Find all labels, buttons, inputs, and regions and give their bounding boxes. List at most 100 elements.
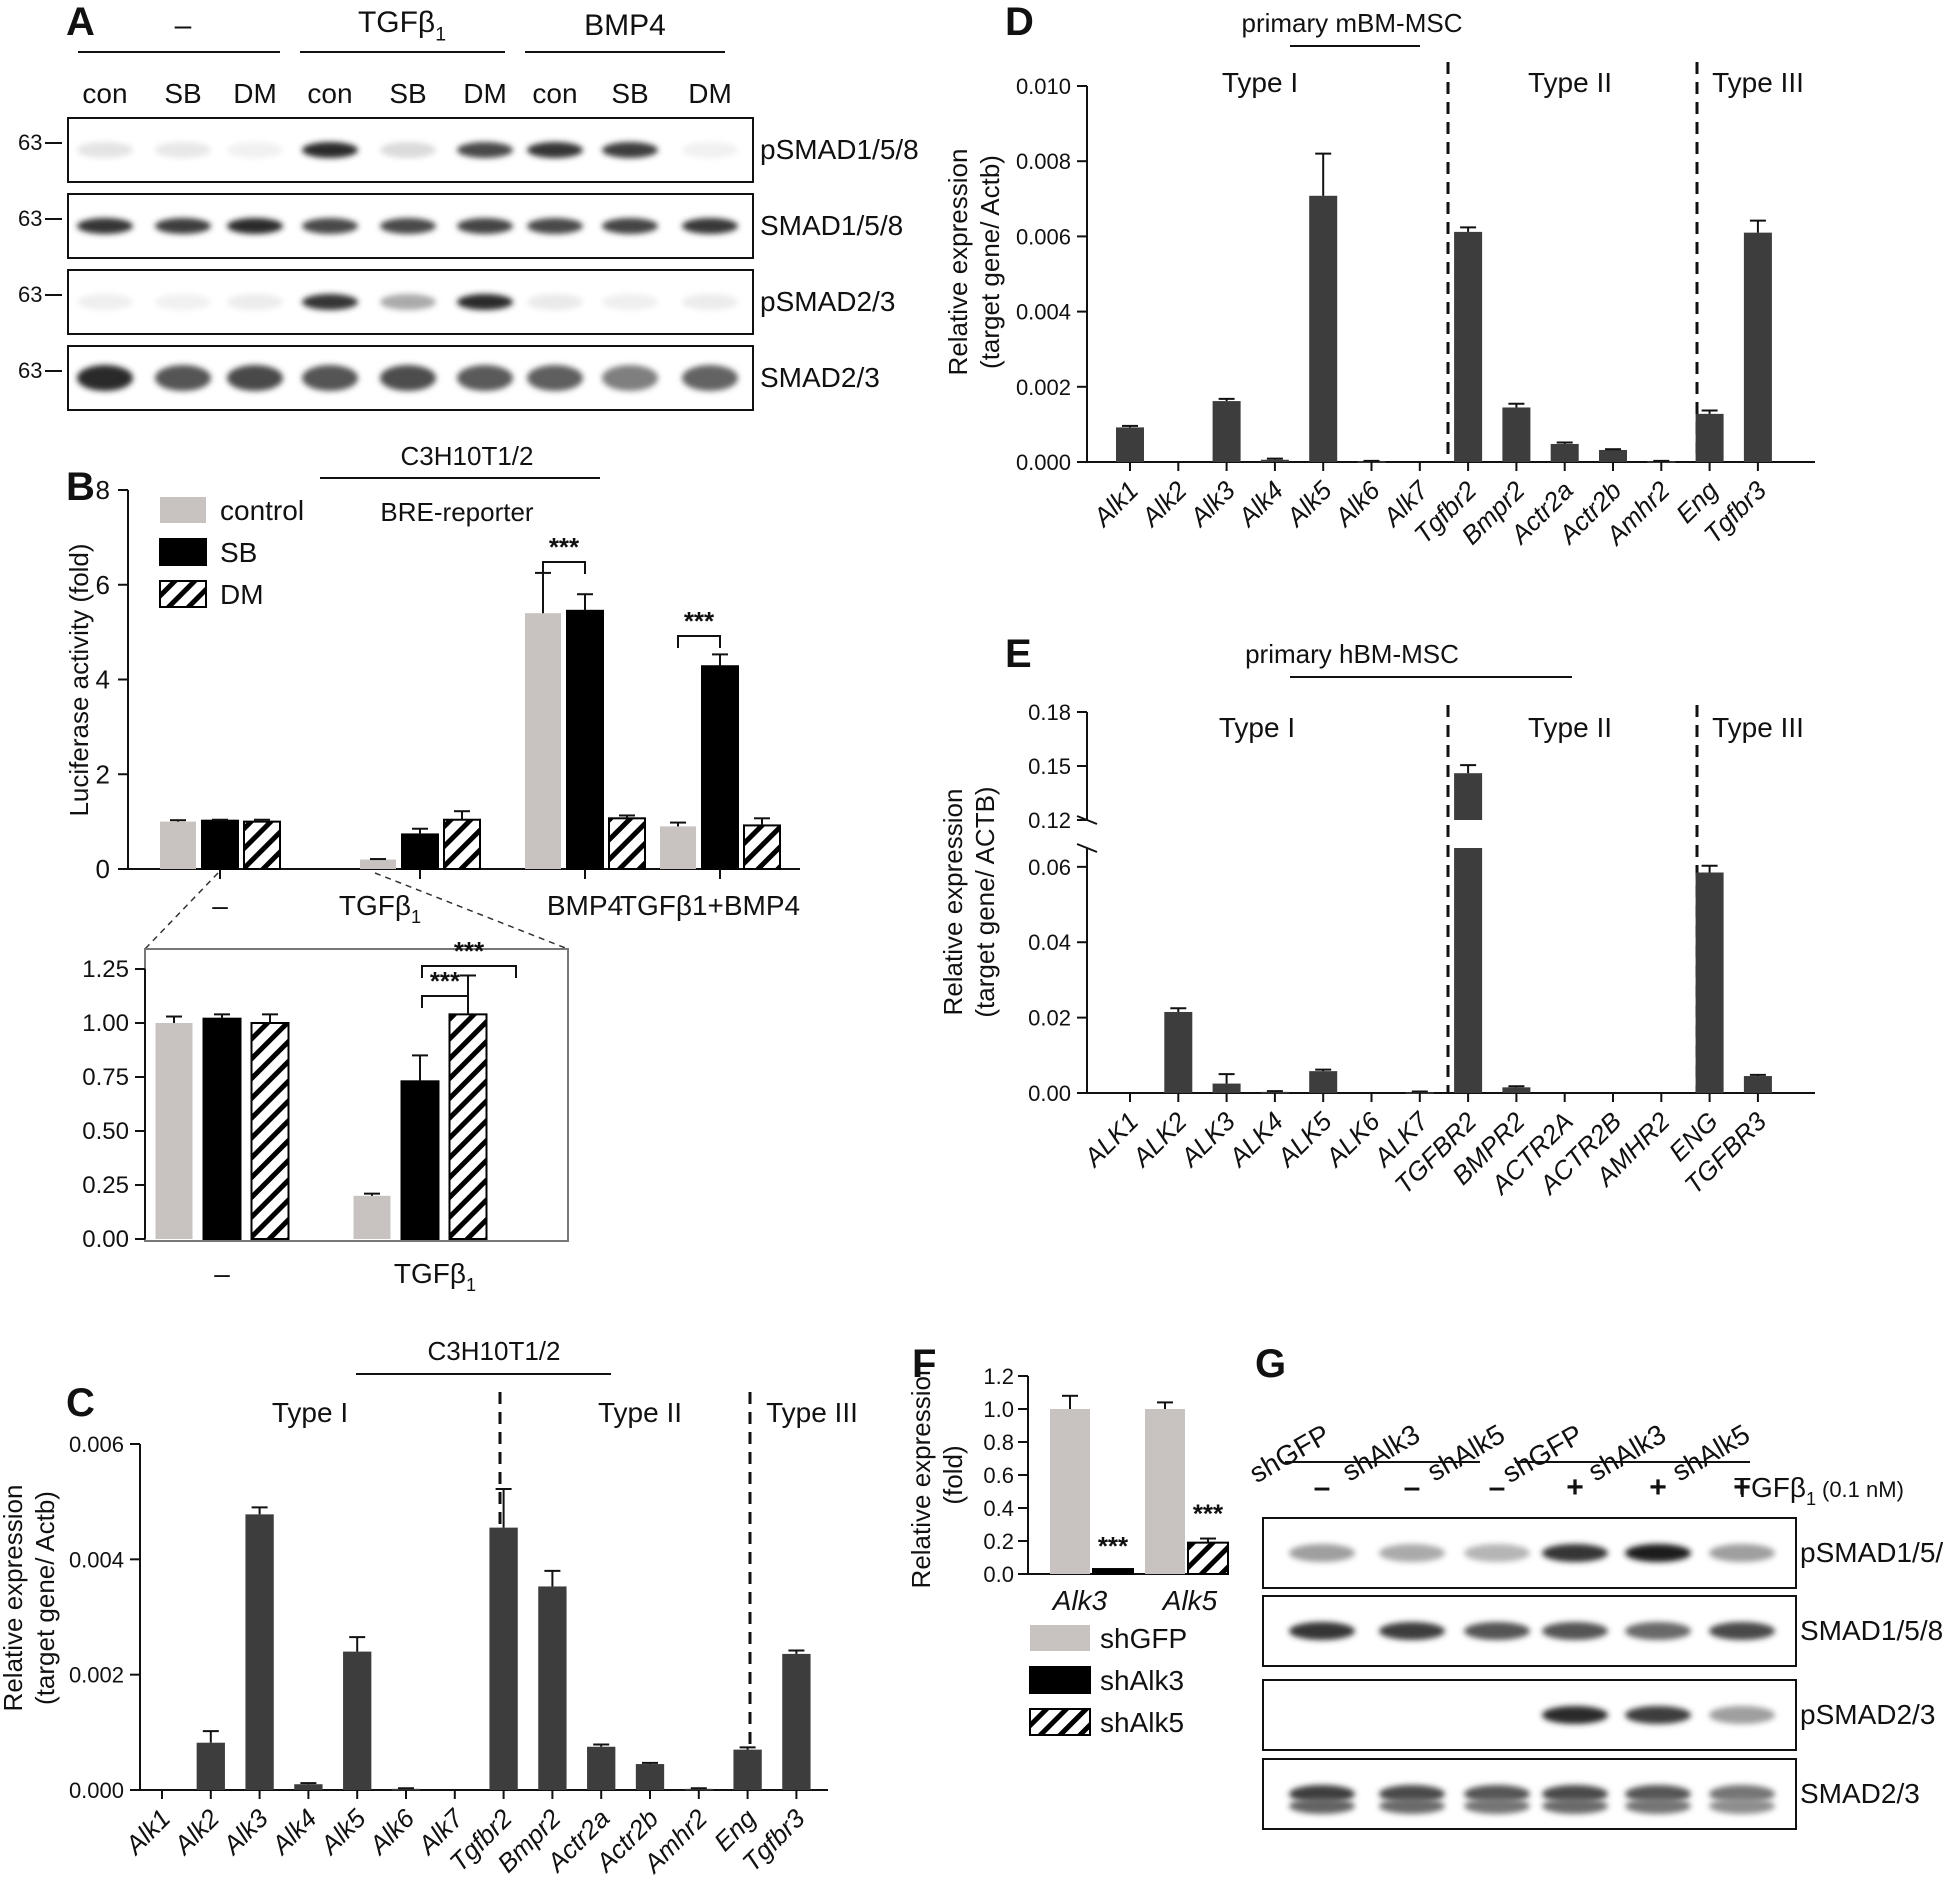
y-tick-label: 0.000 (69, 1778, 124, 1803)
y-tick-label: 8 (96, 475, 110, 505)
bar (294, 1784, 323, 1790)
blot-a-3-band (682, 365, 738, 391)
blot-label: SMAD2/3 (760, 362, 880, 393)
sig-label: *** (1193, 1499, 1224, 1529)
bar (743, 824, 781, 870)
lane-label: SB (611, 78, 648, 109)
bar (360, 859, 396, 869)
x-tick-label: ALK6 (1318, 1106, 1386, 1174)
type-label: Type I (272, 1397, 348, 1428)
y-tick-label: 0.002 (1016, 375, 1071, 400)
bar (489, 1527, 518, 1790)
y-tick-label: 0.008 (1016, 149, 1071, 174)
blot-g-1-band (1542, 1622, 1608, 1640)
lane-label: con (82, 78, 127, 109)
blot-g-1-band (1379, 1622, 1445, 1640)
bar (1212, 401, 1241, 462)
y-tick-label: 0.006 (1016, 224, 1071, 249)
bar (1309, 1071, 1338, 1093)
x-tick-label: Alk5 (313, 1803, 372, 1862)
sig-bmp4-bracket (542, 561, 586, 574)
y-tick-label: 1.0 (983, 1397, 1014, 1422)
x-tick-label: Alk4 (264, 1803, 322, 1861)
x-tick-label: BMP4 (547, 890, 623, 921)
bar (1454, 848, 1483, 1093)
blot-a-3-band (77, 365, 133, 391)
treatment-sign: – (1489, 1471, 1506, 1504)
bar (1695, 872, 1724, 1093)
sig-inset-a-bracket (421, 995, 469, 1008)
blot-a-2-band (457, 294, 513, 310)
legend-label: control (220, 495, 304, 526)
panel-e: E 0.00 0.02 0.04 0.06 0.12 0.15 0.18 Relative e… (938, 632, 1815, 1201)
panel-b-header: BRE-reporter (380, 497, 533, 527)
blot-a-3-band (380, 365, 436, 391)
blot-g-doublet-band (1625, 1798, 1691, 1814)
x-tick-label: Alk6 (362, 1803, 421, 1862)
bar (1743, 1076, 1772, 1093)
bar (608, 817, 646, 871)
sig-combo-label: *** (684, 606, 715, 636)
panel-b-header: C3H10T1/2 (401, 441, 534, 471)
bar (245, 1514, 274, 1790)
y-axis-title: (target gene/ Actb) (975, 155, 1005, 369)
bar (660, 826, 696, 869)
x-tick-label: – (214, 1258, 230, 1289)
bar (1309, 195, 1338, 463)
blot-label: pSMAD1/5/8 (1800, 1537, 1944, 1568)
blot-g-3-band (1542, 1785, 1608, 1803)
sig-inset-b-label: *** (454, 936, 485, 966)
bar (448, 1013, 488, 1240)
bar (1647, 461, 1676, 463)
y-tick-label: 0.50 (82, 1118, 129, 1145)
panel-c-label: C (66, 1381, 95, 1425)
bar (1260, 459, 1289, 462)
blot-g-2-frame (1262, 1679, 1797, 1751)
bar (566, 609, 604, 871)
bar (391, 1788, 421, 1791)
blot-g-doublet-band (1709, 1798, 1775, 1814)
blot-a-3-band (602, 365, 658, 391)
panel-e-label: E (1005, 632, 1032, 676)
bar (733, 1749, 762, 1790)
y-tick-label: 0.000 (1016, 450, 1071, 475)
x-tick-label: Alk6 (1327, 475, 1386, 534)
x-tick-label: Alk2 (167, 1803, 226, 1862)
bar (1164, 1011, 1193, 1093)
legend-swatch (1029, 1708, 1091, 1736)
bar (400, 1080, 440, 1240)
y-tick-label: 0.8 (983, 1430, 1014, 1455)
y-axis-title: Relative expression (938, 789, 968, 1016)
panel-b-inset: 0.00 0.25 0.50 0.75 1.00 1.25 – TGFβ1 ****** (82, 936, 569, 1295)
blot-g-1-band (1289, 1622, 1355, 1640)
x-tick-label: ALK2 (1125, 1106, 1193, 1174)
blot-a-3-band (302, 365, 358, 391)
sig-inset-b-bracket (421, 965, 517, 978)
type-label: Type III (1712, 712, 1804, 743)
bar (1550, 443, 1579, 462)
sig-inset-a-label: *** (430, 966, 461, 996)
blot-g-doublet-band (1379, 1798, 1445, 1814)
blot-a-0-band (457, 142, 513, 158)
panel-a-label: A (66, 0, 95, 44)
bar (587, 1746, 616, 1790)
x-tick-label: Alk1 (118, 1803, 176, 1861)
type-label: Type II (598, 1397, 682, 1428)
x-tick-label: Alk5 (1279, 475, 1338, 534)
bar (443, 818, 481, 870)
y-tick-label: 0.18 (1028, 700, 1071, 725)
blot-g-0-band (1289, 1544, 1355, 1562)
panel-b-label: B (66, 465, 95, 509)
bar (1050, 1409, 1090, 1574)
blot-a-0-band (155, 142, 211, 158)
y-tick-label: 0.0 (983, 1562, 1014, 1587)
type-label: Type II (1528, 67, 1612, 98)
x-tick-label: – (212, 890, 228, 921)
panel-header: primary mBM-MSC (1242, 8, 1463, 38)
legend-swatch (1029, 1666, 1091, 1694)
legend-label: SB (220, 537, 257, 568)
panel-header: C3H10T1/2 (428, 1336, 561, 1366)
blot-g-0-band (1464, 1544, 1530, 1562)
blot-a-1-band (155, 218, 211, 234)
treatment-sign: – (1314, 1471, 1331, 1504)
